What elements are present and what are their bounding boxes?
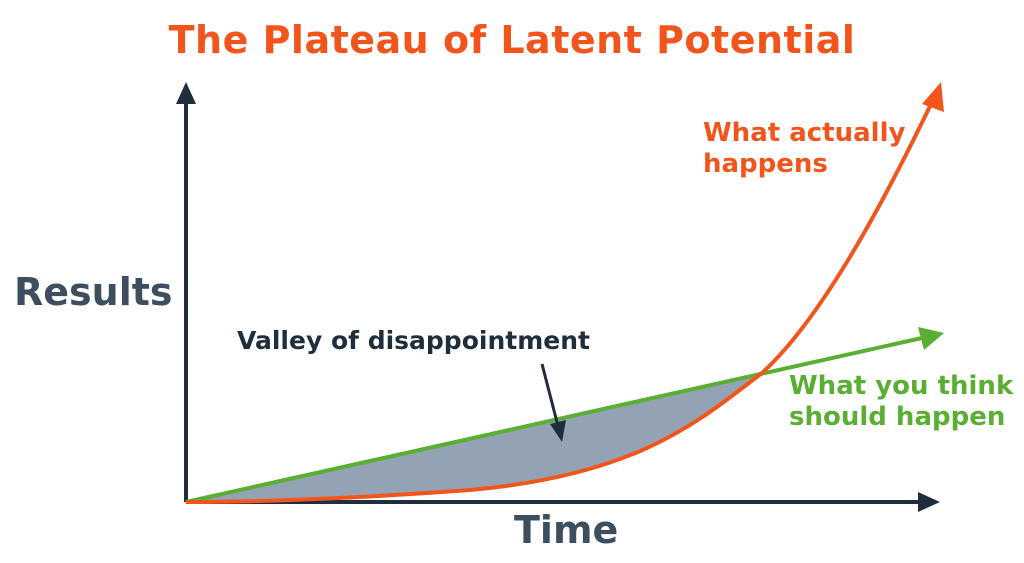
- actual-annotation-line-2: happens: [703, 149, 828, 179]
- y-axis-arrowhead: [176, 82, 196, 104]
- actual-curve-annotation: What actually happens: [703, 118, 905, 180]
- actual-annotation-line-1: What actually: [703, 118, 906, 148]
- actual-curve: [185, 101, 934, 504]
- think-annotation-line-1: What you think: [789, 371, 1014, 401]
- valley-annotation: Valley of disappointment: [237, 326, 590, 355]
- valley-pointer-arrowhead: [550, 420, 566, 442]
- x-axis-arrowhead: [918, 492, 940, 512]
- x-axis-label: Time: [514, 508, 619, 552]
- expected-line-annotation: What you think should happen: [789, 371, 1013, 433]
- actual-curve-arrowhead: [922, 82, 944, 112]
- think-annotation-line-2: should happen: [789, 402, 1006, 432]
- diagram-title: The Plateau of Latent Potential: [168, 18, 856, 62]
- expected-line-arrowhead: [918, 327, 944, 350]
- expected-line: [185, 336, 923, 504]
- valley-pointer-line: [540, 363, 560, 427]
- y-axis-label: Results: [14, 270, 173, 314]
